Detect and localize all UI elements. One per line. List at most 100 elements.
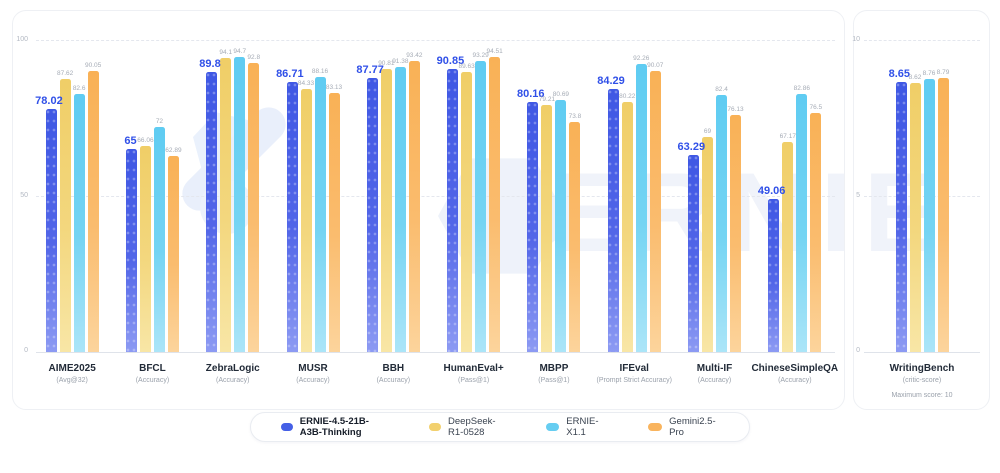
category-sublabel: (Accuracy) xyxy=(216,377,250,384)
bar-ERNIE-4.5-21B-A3B-Thinking: 90.85 xyxy=(437,55,464,352)
legend-label: DeepSeek-R1-0528 xyxy=(448,416,496,438)
value-label: 82.4 xyxy=(715,85,728,93)
value-label: 94.51 xyxy=(486,48,503,56)
value-label: 80.16 xyxy=(516,87,545,100)
legend-label: Gemini2.5-Pro xyxy=(669,416,716,438)
y-tick-100: 100 xyxy=(16,36,28,43)
value-label: 87.62 xyxy=(57,69,74,77)
bar-ERNIE-X1.1: 94.7 xyxy=(233,48,246,352)
bar-ERNIE-4.5-21B-A3B-Thinking: 78.02 xyxy=(35,95,63,352)
bar-DeepSeek-R1-0528: 90.81 xyxy=(378,60,394,352)
gridline-5 xyxy=(864,196,980,197)
bar-Gemini2.5-Pro: 94.51 xyxy=(486,48,503,352)
bar-group-BFCL: 65 66.06 72 62.89 BFCL (Accuracy) xyxy=(124,40,182,384)
writingbench-plot: 8.65 8.62 8.76 8.79 WritingBench (critic-scor… xyxy=(866,40,978,399)
value-label: 80.69 xyxy=(552,91,570,99)
value-label: 87.77 xyxy=(356,64,384,77)
bar-group-MBPP: 80.16 79.21 80.69 73.8 MBPP (Pass@1) xyxy=(517,40,581,384)
category-sublabel: (Accuracy) xyxy=(376,377,411,384)
legend-swatch-ernie-x1p1 xyxy=(546,423,560,431)
value-label: 76.5 xyxy=(809,104,823,112)
bar-DeepSeek-R1-0528: 69 xyxy=(702,128,714,352)
gridline-50 xyxy=(36,196,835,197)
category-sublabel: (Accuracy) xyxy=(697,377,732,384)
bar-ERNIE-4.5-21B-A3B-Thinking: 87.77 xyxy=(356,64,384,352)
value-label: 86.71 xyxy=(276,67,304,80)
bar-group-BBH: 87.77 90.81 91.38 93.42 BBH (Accuracy) xyxy=(356,40,422,385)
value-label: 84.33 xyxy=(297,79,315,87)
value-label: 65 xyxy=(124,135,137,148)
value-label: 89.63 xyxy=(458,63,475,71)
value-label: 76.13 xyxy=(727,105,744,113)
legend-item-ernie-4p5: ERNIE-4.5-21B-A3B-Thinking xyxy=(281,416,385,438)
value-label: 93.29 xyxy=(472,51,489,59)
value-label: 49.06 xyxy=(757,184,786,197)
bar-DeepSeek-R1-0528: 66.06 xyxy=(137,137,154,352)
value-label: 90.07 xyxy=(647,62,664,69)
bar-DeepSeek-R1-0528: 94.1 xyxy=(219,49,232,352)
bar-ERNIE-X1.1: 88.16 xyxy=(312,68,328,352)
bar-DeepSeek-R1-0528: 8.62 xyxy=(909,74,921,352)
bar-ERNIE-4.5-21B-A3B-Thinking: 65 xyxy=(124,135,137,352)
category-sublabel: (Accuracy) xyxy=(778,377,812,384)
legend-swatch-deepseek xyxy=(429,423,442,431)
value-label: 8.76 xyxy=(922,69,936,77)
category-label: BFCL xyxy=(139,363,166,374)
baseline-main xyxy=(36,352,835,353)
value-label: 83.13 xyxy=(325,83,343,91)
bar-ERNIE-X1.1: 82.86 xyxy=(794,85,810,352)
value-label: 8.65 xyxy=(888,68,910,81)
bar-ERNIE-4.5-21B-A3B-Thinking: 63.29 xyxy=(678,141,705,352)
value-label: 93.42 xyxy=(406,51,423,59)
value-label: 90.81 xyxy=(378,59,395,67)
value-label: 90.85 xyxy=(436,54,465,67)
bar-Gemini2.5-Pro: 62.89 xyxy=(165,147,182,352)
category-label: HumanEval+ xyxy=(443,363,504,374)
legend-swatch-gemini xyxy=(647,423,663,431)
bar-group-MUSR: 86.71 84.33 88.16 83.13 MUSR (Accuracy) xyxy=(276,40,343,385)
y-tick-50: 50 xyxy=(20,192,28,199)
main-benchmarks-card xyxy=(12,10,845,410)
value-label: 62.89 xyxy=(165,146,182,154)
bar-Gemini2.5-Pro: 90.05 xyxy=(85,62,101,352)
value-label: 8.62 xyxy=(908,74,922,82)
value-label: 92.26 xyxy=(633,55,650,63)
value-label: 84.29 xyxy=(597,75,625,87)
category-label: BBH xyxy=(382,363,405,374)
category-sublabel: (Accuracy) xyxy=(135,377,170,384)
bar-ERNIE-X1.1: 93.29 xyxy=(472,52,489,352)
category-label: ZebraLogic xyxy=(205,363,260,374)
bar-group-ZebraLogic: 89.8 94.1 94.7 92.8 ZebraLogic (Accuracy) xyxy=(199,40,260,385)
value-label: 90.05 xyxy=(85,62,102,69)
bar-group-Multi-IF: 63.29 69 82.4 76.13 Multi-IF (Accuracy) xyxy=(678,40,744,384)
bar-DeepSeek-R1-0528: 67.17 xyxy=(780,133,796,352)
bar-group-AIME2025: 78.02 87.62 82.6 90.05 AIME2025 (Avg@32) xyxy=(35,40,101,384)
category-sublabel: (Accuracy) xyxy=(296,377,330,384)
value-label: 63.29 xyxy=(677,140,706,153)
main-plot: 78.02 87.62 82.6 90.05 AIME2025 (Avg@32) 65 66.… xyxy=(32,40,838,385)
bar-ERNIE-4.5-21B-A3B-Thinking: 49.06 xyxy=(758,185,785,352)
bar-ERNIE-4.5-21B-A3B-Thinking: 86.71 xyxy=(276,68,304,352)
value-label: 82.6 xyxy=(72,85,86,93)
bar-ERNIE-4.5-21B-A3B-Thinking: 80.16 xyxy=(517,88,544,352)
value-label: 79.21 xyxy=(538,95,556,103)
bar-ERNIE-X1.1: 82.4 xyxy=(715,86,728,352)
category-label: MUSR xyxy=(298,363,328,374)
value-label: 89.8 xyxy=(199,57,221,70)
bar-Gemini2.5-Pro: 90.07 xyxy=(647,62,663,352)
max-score-note: Maximum score: 10 xyxy=(891,392,953,399)
baseline-right xyxy=(864,352,980,353)
legend-label: ERNIE-4.5-21B-A3B-Thinking xyxy=(299,416,369,438)
value-label: 92.8 xyxy=(247,53,261,61)
bar-Gemini2.5-Pro: 92.8 xyxy=(247,54,260,352)
category-label: AIME2025 xyxy=(48,363,96,374)
value-label: 69 xyxy=(703,127,712,135)
category-label: Multi-IF xyxy=(696,363,733,374)
legend-item-ernie-x1p1: ERNIE-X1.1 xyxy=(546,416,603,438)
category-label: MBPP xyxy=(539,363,569,374)
bar-Gemini2.5-Pro: 93.42 xyxy=(406,52,422,352)
legend-swatch-ernie-4p5 xyxy=(281,423,293,431)
legend-label: ERNIE-X1.1 xyxy=(566,416,599,438)
bar-ERNIE-X1.1: 91.38 xyxy=(392,58,408,352)
